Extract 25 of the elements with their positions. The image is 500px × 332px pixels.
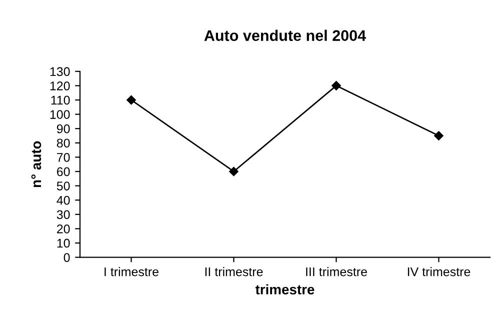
point — [332, 81, 341, 90]
x-tick-label: III trimestre — [306, 267, 367, 276]
x-tick-label: IV trimestre — [408, 267, 470, 276]
y-tick-label: 130 — [50, 67, 70, 76]
y-tick-label: 70 — [57, 152, 70, 162]
y-tick-label: 80 — [56, 138, 70, 148]
x-axis-title: trimestre — [255, 284, 314, 294]
y-tick-label: 40 — [56, 196, 70, 205]
y-tick-label: 110 — [51, 96, 70, 105]
point — [126, 95, 136, 105]
point — [229, 166, 238, 176]
point — [434, 131, 444, 140]
chart-title: Auto vendute nel 2004 — [204, 30, 366, 41]
y-tick-label: 60 — [57, 167, 70, 176]
y-axis-title: n° auto — [31, 141, 42, 188]
y-tick-label: 100 — [50, 110, 70, 119]
y-tick-label: 30 — [56, 210, 70, 220]
y-tick-label: 120 — [50, 81, 70, 90]
x-tick-label: II trimestre — [205, 267, 263, 276]
y-tick-label: 0 — [64, 253, 70, 262]
y-tick-label: 20 — [57, 224, 70, 234]
x-tick-label: I trimestre — [104, 267, 158, 276]
y-tick-label: 10 — [57, 238, 70, 248]
y-tick-label: 90 — [56, 124, 70, 134]
y-tick-label: 50 — [56, 182, 70, 190]
